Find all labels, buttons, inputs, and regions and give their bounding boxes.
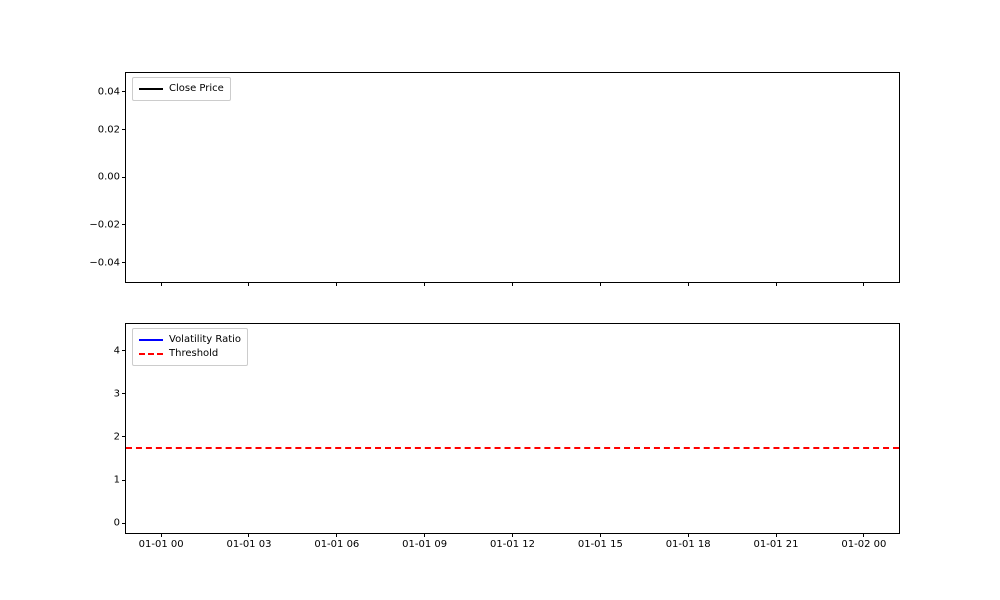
xtick-mark: [161, 282, 162, 286]
xtick-mark: [512, 533, 513, 537]
xtick-mark: [600, 282, 601, 286]
xtick-mark: [336, 533, 337, 537]
ytick-mark: [122, 523, 126, 524]
xtick-label: 01-01 12: [490, 539, 535, 550]
ytick-mark: [122, 129, 126, 130]
bottom-chart-axes: 0 1 2 3 4 01-01 00 01-01 03 01-01 06 01-…: [125, 323, 900, 534]
legend-item: Threshold: [139, 347, 241, 361]
xtick-label: 01-02 00: [841, 539, 886, 550]
legend-line-icon: [139, 347, 163, 361]
xtick-mark: [424, 282, 425, 286]
ytick-label: 0.04: [98, 86, 120, 97]
xtick-mark: [776, 282, 777, 286]
ytick-mark: [122, 393, 126, 394]
ytick-label: −0.02: [89, 219, 120, 230]
ytick-label: 2: [114, 431, 120, 442]
legend-line-icon: [139, 333, 163, 347]
xtick-mark: [248, 533, 249, 537]
ytick-mark: [122, 350, 126, 351]
xtick-label: 01-01 21: [754, 539, 799, 550]
xtick-mark: [424, 533, 425, 537]
xtick-mark: [600, 533, 601, 537]
xtick-mark: [776, 533, 777, 537]
xtick-mark: [248, 282, 249, 286]
ytick-mark: [122, 224, 126, 225]
ytick-label: 0.02: [98, 124, 120, 135]
ytick-label: 1: [114, 475, 120, 486]
xtick-mark: [688, 533, 689, 537]
ytick-label: 4: [114, 345, 120, 356]
legend-item: Volatility Ratio: [139, 333, 241, 347]
xtick-label: 01-01 09: [402, 539, 447, 550]
xtick-mark: [336, 282, 337, 286]
xtick-mark: [688, 282, 689, 286]
top-chart-axes: −0.04 −0.02 0.00 0.02 0.04 Close Price: [125, 72, 900, 283]
top-chart-legend: Close Price: [132, 77, 231, 101]
ytick-label: 0.00: [98, 172, 120, 183]
ytick-label: 0: [114, 518, 120, 529]
ytick-mark: [122, 91, 126, 92]
legend-label: Volatility Ratio: [169, 333, 241, 347]
legend-item: Close Price: [139, 82, 224, 96]
ytick-mark: [122, 436, 126, 437]
xtick-mark: [512, 282, 513, 286]
legend-line-icon: [139, 82, 163, 96]
figure: −0.04 −0.02 0.00 0.02 0.04 Close Price: [0, 0, 1000, 600]
xtick-label: 01-01 06: [314, 539, 359, 550]
threshold-line: [126, 447, 899, 449]
xtick-label: 01-01 18: [666, 539, 711, 550]
legend-label: Threshold: [169, 347, 218, 361]
xtick-mark: [161, 533, 162, 537]
ytick-mark: [122, 480, 126, 481]
ytick-mark: [122, 262, 126, 263]
xtick-label: 01-01 00: [139, 539, 184, 550]
ytick-label: −0.04: [89, 257, 120, 268]
bottom-chart-legend: Volatility Ratio Threshold: [132, 328, 248, 366]
xtick-label: 01-01 15: [578, 539, 623, 550]
xtick-mark: [863, 533, 864, 537]
ytick-mark: [122, 177, 126, 178]
legend-label: Close Price: [169, 82, 224, 96]
ytick-label: 3: [114, 388, 120, 399]
xtick-label: 01-01 03: [226, 539, 271, 550]
xtick-mark: [863, 282, 864, 286]
